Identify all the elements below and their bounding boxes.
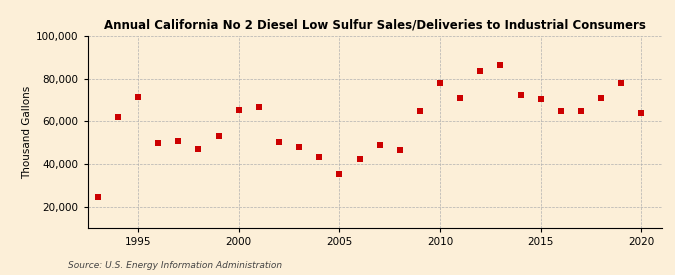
Point (234, 107, 244, 112)
Point (636, 111, 647, 115)
Point (435, 81, 446, 85)
Point (556, 108, 566, 113)
Point (616, 81, 626, 85)
Point (475, 69, 486, 73)
Point (455, 96, 466, 100)
Point (394, 148, 405, 152)
Point (515, 92, 526, 97)
Point (153, 141, 163, 145)
Point (173, 138, 184, 143)
Point (254, 105, 265, 110)
Point (414, 108, 425, 113)
Point (193, 147, 204, 151)
Point (273, 139, 284, 144)
Title: Annual California No 2 Diesel Low Sulfur Sales/Deliveries to Industrial Consumer: Annual California No 2 Diesel Low Sulfur… (104, 19, 645, 32)
Point (596, 96, 607, 100)
Point (213, 134, 224, 139)
Text: Source: U.S. Energy Information Administration: Source: U.S. Energy Information Administ… (68, 260, 281, 270)
Point (495, 62, 506, 67)
Point (314, 154, 325, 159)
Point (354, 156, 365, 161)
Point (535, 97, 546, 101)
Point (294, 145, 304, 149)
Y-axis label: Thousand Gallons: Thousand Gallons (22, 85, 32, 179)
Point (133, 95, 144, 99)
Point (374, 143, 385, 147)
Point (334, 172, 345, 176)
Point (92, 195, 103, 199)
Point (576, 108, 587, 113)
Point (113, 115, 124, 119)
